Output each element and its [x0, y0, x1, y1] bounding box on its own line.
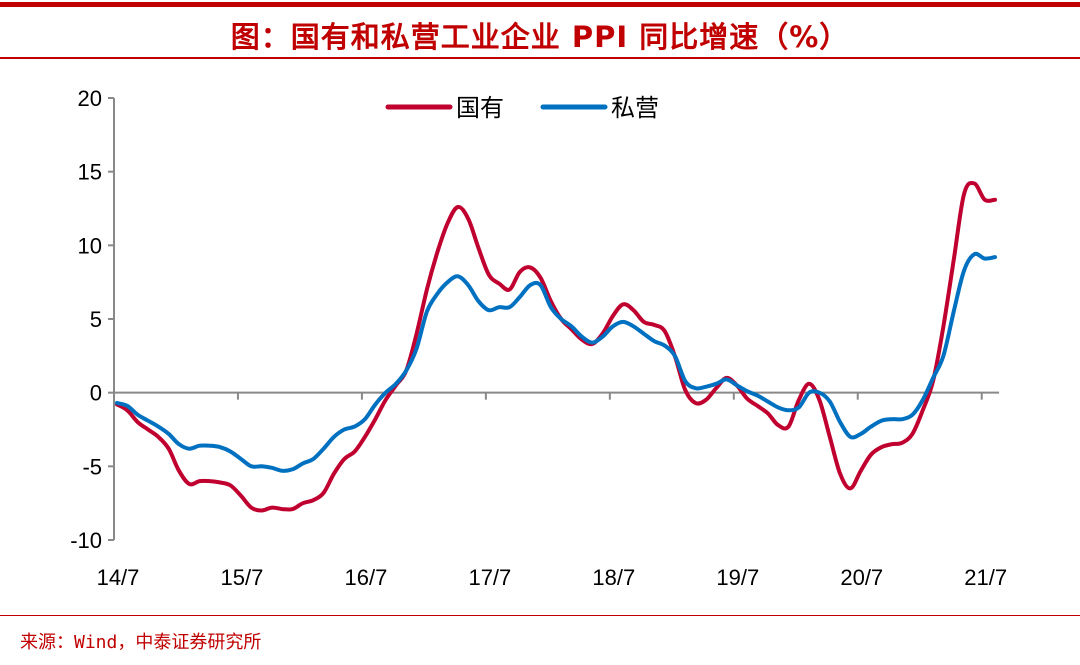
x-tick-label: 15/7 [221, 565, 264, 590]
x-tick-label: 14/7 [97, 565, 140, 590]
top-accent-bar [0, 2, 1080, 7]
y-tick-label: 15 [78, 160, 102, 185]
y-tick-label: -10 [70, 528, 102, 553]
series-line-private [115, 251, 997, 473]
legend-label: 私营 [611, 94, 659, 122]
y-tick-label: -5 [82, 454, 102, 479]
y-tick-label: 10 [78, 233, 102, 258]
x-tick-label: 21/7 [964, 565, 1007, 590]
y-tick-label: 20 [78, 86, 102, 111]
x-tick-label: 18/7 [592, 565, 635, 590]
y-tick-label: 0 [90, 381, 102, 406]
x-tick-label: 19/7 [716, 565, 759, 590]
axes: -10 -5 0 5 10 15 20 14/7 15/7 16/7 17/7 18/7 19/7 20/… [70, 86, 1007, 590]
title-divider [0, 57, 1080, 59]
legend-label: 国有 [456, 94, 504, 122]
source-divider [0, 615, 1080, 616]
chart-title: 图：国有和私营工业企业 PPI 同比增速（%） [230, 20, 850, 54]
source-note: 来源：Wind，中泰证券研究所 [20, 632, 262, 653]
legend: 国有 私营 [385, 94, 659, 122]
line-chart: -10 -5 0 5 10 15 20 14/7 15/7 16/7 17/7 18/7 19/7 20/… [70, 86, 1007, 590]
series-lines [115, 180, 997, 513]
x-tick-label: 17/7 [468, 565, 511, 590]
x-tick-label: 16/7 [345, 565, 388, 590]
x-tick-label: 20/7 [840, 565, 883, 590]
y-tick-label: 5 [90, 307, 102, 332]
series-line-state-owned [115, 180, 997, 513]
